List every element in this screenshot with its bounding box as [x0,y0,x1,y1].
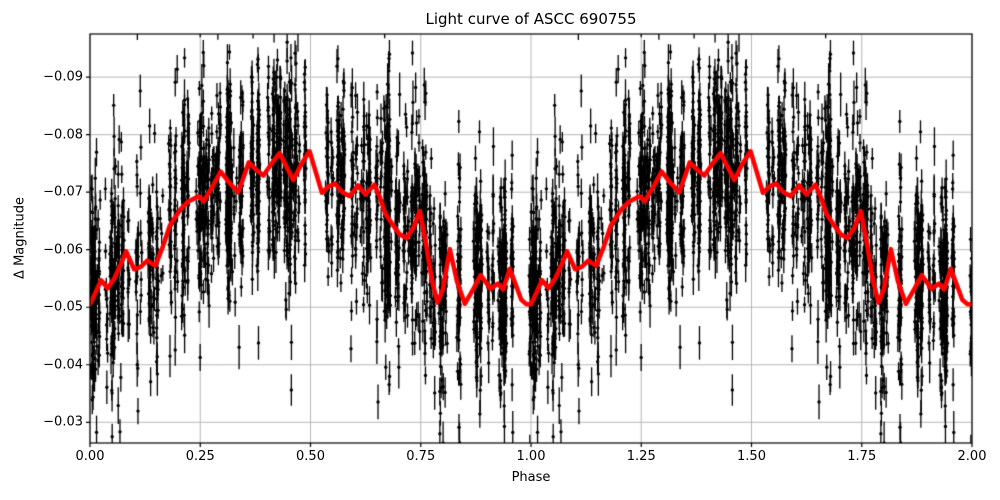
x-tick-label: 0.50 [296,449,325,464]
y-tick-label: −0.05 [43,299,83,315]
chart-title: Light curve of ASCC 690755 [425,10,637,28]
y-tick-label: −0.07 [43,184,83,200]
y-tick-label: −0.03 [43,414,83,430]
x-tick-label: 1.75 [847,449,877,464]
x-tick-label: 1.50 [737,449,766,464]
x-tick-label: 1.25 [626,449,656,464]
x-tick-label: 0.25 [185,449,215,464]
x-axis-label: Phase [511,470,551,485]
y-axis-label: Δ Magnitude [12,197,28,279]
y-tick-label: −0.06 [43,242,83,258]
y-tick-label: −0.04 [43,357,83,373]
x-tick-label: 0.00 [75,449,105,464]
y-tick-label: −0.09 [43,69,83,85]
x-tick-label: 2.00 [957,449,987,464]
x-tick-label: 0.75 [406,449,436,464]
y-tick-label: −0.08 [43,127,83,143]
x-tick-label: 1.00 [516,449,546,464]
